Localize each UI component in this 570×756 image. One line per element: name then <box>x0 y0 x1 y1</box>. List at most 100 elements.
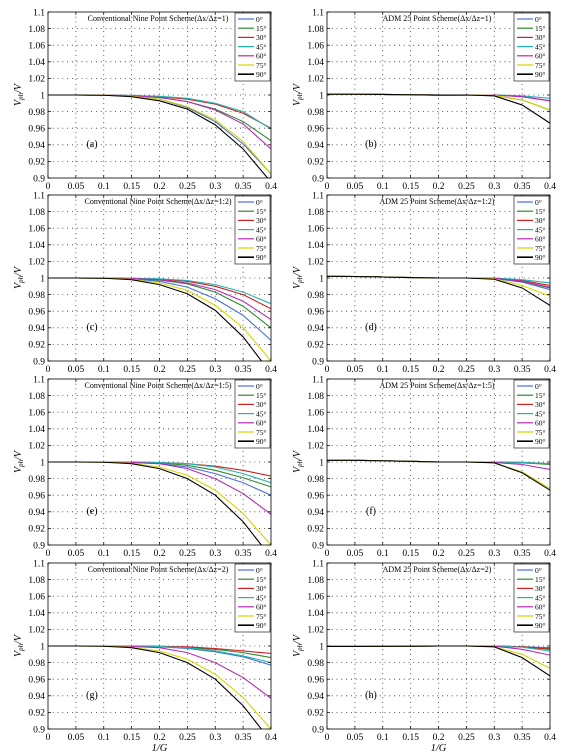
x-tick-label: 0.05 <box>347 365 364 375</box>
legend-label: 15° <box>535 575 546 584</box>
y-axis-label-tail: /V <box>13 82 24 94</box>
legend-label: 45° <box>256 225 267 234</box>
legend-label: 90° <box>535 437 546 446</box>
legend-label: 75° <box>256 244 267 253</box>
chart-title: Conventional Nine Point Scheme(Δx/Δz=1:2… <box>85 197 232 206</box>
x-tick-label: 0 <box>46 733 51 743</box>
x-tick-label: 0.2 <box>154 182 166 192</box>
legend-label: 75° <box>535 244 546 253</box>
y-tick-label: 1.08 <box>28 576 45 586</box>
x-axis-label: 1/G <box>152 743 168 754</box>
x-tick-label: 0.2 <box>154 733 166 743</box>
legend-label: 15° <box>535 207 546 216</box>
legend-label: 0° <box>535 382 542 391</box>
y-tick-label: 0.92 <box>28 158 45 168</box>
legend-label: 15° <box>256 24 267 33</box>
y-axis-label-sub: ph <box>296 275 304 284</box>
chart-title: ADM 25 Point Scheme(Δx/Δz=1) <box>383 14 492 23</box>
y-tick-label: 0.96 <box>28 676 45 686</box>
y-tick-label: 1 <box>319 642 324 652</box>
y-tick-label: 1.02 <box>307 626 324 636</box>
y-tick-label: 1.04 <box>307 241 324 251</box>
legend-label: 45° <box>535 593 546 602</box>
y-tick-label: 1.06 <box>307 593 324 603</box>
panel-label: (e) <box>86 506 97 517</box>
chart-panel-b: 0 0.05 0.1 0.15 0.2 0.25 0.3 0.35 0.4 0.9 0.92 0.94… <box>292 8 556 192</box>
x-tick-label: 0.4 <box>544 182 556 192</box>
y-tick-label: 1.1 <box>33 375 45 385</box>
x-tick-label: 0.15 <box>123 733 140 743</box>
x-tick-label: 0.35 <box>514 365 531 375</box>
series-line <box>48 461 271 545</box>
x-tick-label: 0.35 <box>235 733 252 743</box>
x-tick-label: 0.15 <box>402 182 419 192</box>
y-tick-label: 0.94 <box>28 508 45 518</box>
y-tick-label: 1.06 <box>28 42 45 52</box>
y-axis-label-tail: /V <box>13 265 24 277</box>
y-tick-label: 0.92 <box>307 158 324 168</box>
y-axis-label: Vph/V <box>13 633 25 657</box>
y-tick-label: 0.98 <box>28 475 45 485</box>
y-tick-label: 1.04 <box>28 241 45 251</box>
chart-panel-g: 0 0.05 0.1 0.15 0.2 0.25 0.3 0.35 0.4 0.9 0.92 0.94… <box>13 559 277 754</box>
x-tick-label: 0.4 <box>544 549 556 559</box>
series-line <box>48 461 262 545</box>
x-tick-label: 0.3 <box>488 733 500 743</box>
y-axis-label: Vph/V <box>292 449 304 473</box>
legend-label: 30° <box>535 584 546 593</box>
y-tick-label: 0.96 <box>307 676 324 686</box>
legend-label: 90° <box>256 70 267 79</box>
y-tick-label: 1.06 <box>307 225 324 235</box>
series-line <box>48 277 263 361</box>
legend-label: 60° <box>256 419 267 428</box>
legend-label: 90° <box>535 253 546 262</box>
y-tick-label: 1.1 <box>312 375 324 385</box>
legend-label: 60° <box>535 419 546 428</box>
y-tick-label: 1.04 <box>307 609 324 619</box>
y-tick-label: 0.96 <box>307 308 324 318</box>
series-line <box>48 645 262 729</box>
x-tick-label: 0.25 <box>179 182 196 192</box>
y-tick-label: 0.98 <box>307 475 324 485</box>
x-tick-label: 0.25 <box>458 549 475 559</box>
y-tick-label: 1.06 <box>307 409 324 419</box>
x-tick-label: 0.35 <box>235 365 252 375</box>
legend-label: 90° <box>535 70 546 79</box>
y-tick-label: 0.92 <box>28 709 45 719</box>
y-axis-label-main: V <box>292 98 303 106</box>
series-line <box>48 94 271 175</box>
y-tick-label: 1.02 <box>28 442 45 452</box>
legend-label: 75° <box>535 428 546 437</box>
y-tick-label: 0.9 <box>33 725 45 735</box>
x-tick-label: 0.15 <box>123 182 140 192</box>
x-tick-label: 0.3 <box>488 365 500 375</box>
y-axis-label-main: V <box>292 281 303 289</box>
x-tick-label: 0.3 <box>209 365 221 375</box>
y-tick-label: 0.9 <box>312 357 324 367</box>
x-tick-label: 0.4 <box>265 182 277 192</box>
y-tick-label: 0.96 <box>307 492 324 502</box>
legend-label: 0° <box>535 198 542 207</box>
legend: 0°15°30°45°60°75°90° <box>234 563 271 633</box>
legend-label: 90° <box>535 621 546 630</box>
y-tick-label: 0.92 <box>307 525 324 535</box>
legend-label: 75° <box>256 612 267 621</box>
y-tick-label: 0.9 <box>312 725 324 735</box>
series-line <box>48 94 271 129</box>
x-tick-label: 0.2 <box>433 549 445 559</box>
x-tick-label: 0 <box>325 182 330 192</box>
legend-label: 15° <box>256 391 267 400</box>
legend-label: 75° <box>535 612 546 621</box>
y-axis-label-tail: /V <box>292 449 303 461</box>
series-line <box>48 645 271 699</box>
y-axis-label-main: V <box>292 649 303 657</box>
legend-label: 45° <box>256 409 267 418</box>
legend-label: 0° <box>535 566 542 575</box>
x-axis-label: 1/G <box>431 743 447 754</box>
y-tick-label: 0.96 <box>28 308 45 318</box>
y-axis-label-sub: ph <box>296 92 304 101</box>
y-axis-label: Vph/V <box>292 633 304 657</box>
legend-label: 45° <box>535 409 546 418</box>
y-tick-label: 1.08 <box>28 392 45 402</box>
